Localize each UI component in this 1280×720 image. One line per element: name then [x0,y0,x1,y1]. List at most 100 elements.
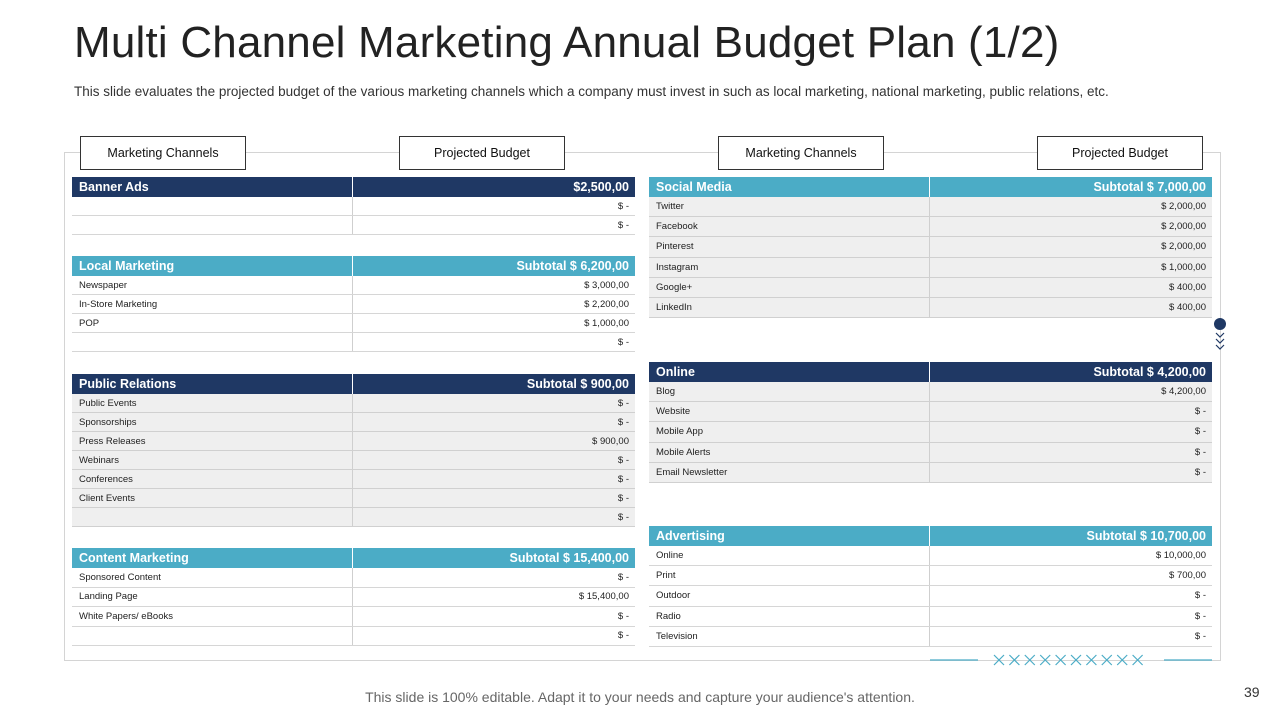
row-label: Mobile Alerts [649,442,930,462]
table-row: $ - [72,333,635,352]
table-row: Landing Page $ 15,400,00 [72,587,635,607]
row-label: Client Events [72,489,353,507]
table-row: White Papers/ eBooks $ - [72,607,635,627]
row-value: $ - [617,416,629,428]
table-row: Newspaper $ 3,000,00 [72,276,635,295]
channel-name: Advertising [649,526,930,546]
channel-subtotal: Subtotal $ 900,00 [526,377,629,391]
channel-subtotal: Subtotal $ 15,400,00 [509,551,629,565]
row-label: Radio [649,606,930,626]
table-row: Mobile App $ - [649,422,1212,443]
row-label: Mobile App [649,422,930,442]
table-row: Television $ - [649,626,1212,647]
row-value: $ - [617,454,629,466]
channel-name: Public Relations [72,374,353,394]
row-label: Newspaper [72,276,353,294]
row-value: $ 2,000,00 [1161,241,1206,253]
page-number: 39 [1244,684,1260,700]
channel-subtotal: Subtotal $ 10,700,00 [1086,529,1206,543]
row-value: $ - [617,630,629,642]
table-row: Website $ - [649,402,1212,423]
table-header-row: Public Relations Subtotal $ 900,00 [72,374,635,394]
header-projected-budget-right: Projected Budget [1037,136,1203,170]
zigzag-decoration-icon [930,654,1212,666]
row-value: $ 1,000,00 [1161,261,1206,273]
channel-subtotal: Subtotal $ 4,200,00 [1093,365,1206,379]
table-header-row: Banner Ads $2,500,00 [72,177,635,197]
row-value: $ - [617,397,629,409]
slide-subtitle: This slide evaluates the projected budge… [74,84,1109,99]
row-value: $ - [617,200,629,212]
row-label [72,333,353,351]
row-label [72,216,353,234]
table-row: Blog $ 4,200,00 [649,382,1212,403]
channel-name: Banner Ads [72,177,353,197]
row-value: $ - [617,511,629,523]
table-row: Sponsored Content $ - [72,568,635,588]
header-marketing-channels-left: Marketing Channels [80,136,246,170]
table-row: Email Newsletter $ - [649,462,1212,483]
table-row: Public Events $ - [72,394,635,413]
row-label: Online [649,546,930,566]
channel-name: Online [649,362,930,382]
header-marketing-channels-right: Marketing Channels [718,136,884,170]
table-advertising: Advertising Subtotal $ 10,700,00 Online $ 1… [649,526,1212,647]
row-value: $ 400,00 [1169,281,1206,293]
table-row: Radio $ - [649,606,1212,627]
table-content-marketing: Content Marketing Subtotal $ 15,400,00 Spo… [72,548,635,646]
table-row: POP $ 1,000,00 [72,314,635,333]
row-label: Sponsored Content [72,568,353,587]
header-projected-budget-left: Projected Budget [399,136,565,170]
row-label [72,197,353,215]
table-header-row: Local Marketing Subtotal $ 6,200,00 [72,256,635,276]
row-value: $ - [617,473,629,485]
table-row: Print $ 700,00 [649,566,1212,587]
row-value: $ - [617,571,629,583]
table-row: $ - [72,197,635,216]
slide-title: Multi Channel Marketing Annual Budget Pl… [74,18,1060,67]
row-label: Instagram [649,257,930,277]
table-row: Client Events $ - [72,489,635,508]
table-banner-ads: Banner Ads $2,500,00 $ - $ - [72,177,635,235]
row-label [72,508,353,526]
row-label: Television [649,626,930,646]
row-value: $ 2,000,00 [1161,201,1206,213]
row-label: POP [72,314,353,332]
channel-name: Local Marketing [72,256,353,276]
channel-name: Social Media [649,177,930,197]
row-label: Conferences [72,470,353,488]
scroll-indicator-dot [1214,318,1226,330]
row-value: $ - [617,336,629,348]
table-row: Online $ 10,000,00 [649,546,1212,567]
row-value: $ 3,000,00 [584,279,629,291]
content-frame [64,152,1221,661]
table-row: Facebook $ 2,000,00 [649,217,1212,238]
row-value: $ - [617,219,629,231]
row-value: $ - [1194,630,1206,642]
row-value: $ - [1194,590,1206,602]
row-label: Webinars [72,451,353,469]
row-label: Public Events [72,394,353,412]
channel-subtotal: Subtotal $ 6,200,00 [516,259,629,273]
row-label: Outdoor [649,586,930,606]
table-row: Sponsorships $ - [72,413,635,432]
table-public-relations: Public Relations Subtotal $ 900,00 Public … [72,374,635,527]
row-value: $ 1,000,00 [584,317,629,329]
table-row: Twitter $ 2,000,00 [649,197,1212,218]
slide-footer-note: This slide is 100% editable. Adapt it to… [365,689,915,705]
row-value: $ - [1194,466,1206,478]
table-row: $ - [72,626,635,646]
row-value: $ 4,200,00 [1161,386,1206,398]
channel-subtotal: $2,500,00 [573,180,629,194]
table-row: Mobile Alerts $ - [649,442,1212,463]
table-header-row: Content Marketing Subtotal $ 15,400,00 [72,548,635,568]
chevron-down-icon [1215,332,1225,350]
table-row: LinkedIn $ 400,00 [649,297,1212,319]
row-label: Twitter [649,197,930,217]
row-label: Sponsorships [72,413,353,431]
row-label: Landing Page [72,587,353,606]
table-row: Google+ $ 400,00 [649,277,1212,298]
row-label: Pinterest [649,237,930,257]
table-row: In-Store Marketing $ 2,200,00 [72,295,635,314]
table-header-row: Online Subtotal $ 4,200,00 [649,362,1212,382]
